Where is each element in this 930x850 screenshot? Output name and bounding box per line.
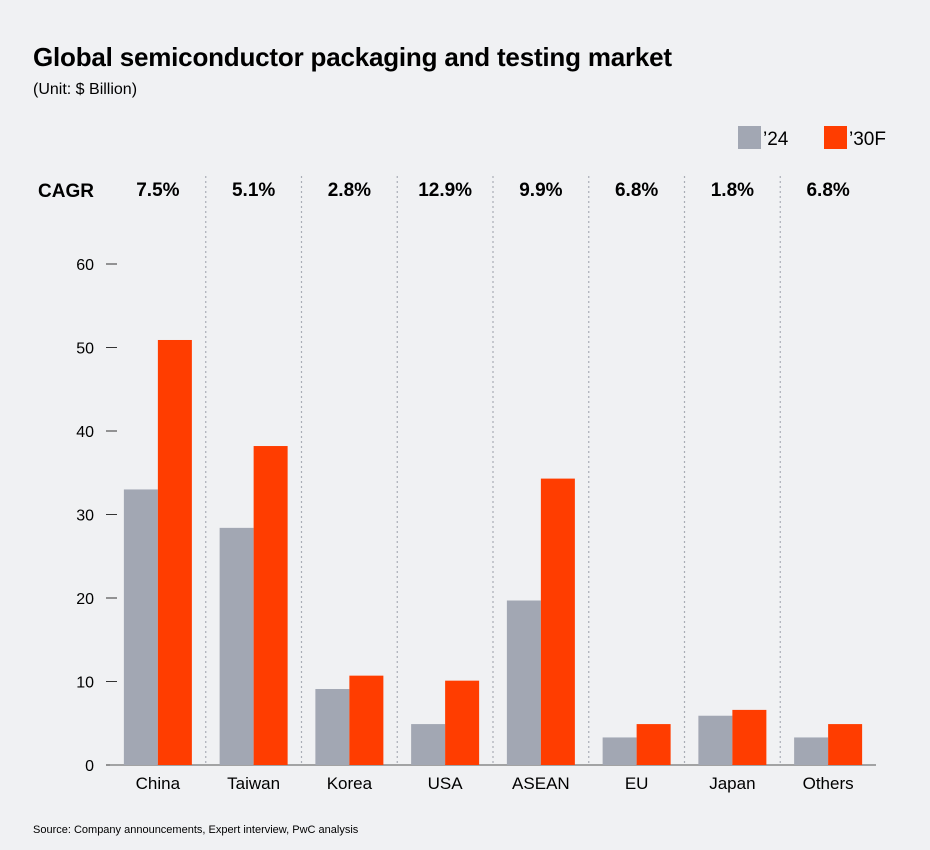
y-tick-label: 30: [76, 508, 94, 525]
y-tick-label: 0: [85, 758, 94, 775]
bar-2030f-asean: [540, 478, 575, 765]
bar-2030f-china: [157, 339, 192, 765]
bar-2030f-others: [828, 724, 863, 765]
chart-title: Global semiconductor packaging and testi…: [33, 42, 672, 72]
bar-2030f-taiwan: [253, 446, 288, 765]
cagr-value: 6.8%: [806, 180, 849, 201]
cagr-value: 5.1%: [232, 180, 275, 201]
x-category-label: EU: [625, 774, 649, 793]
bar-2030f-usa: [445, 680, 480, 765]
x-category-label: Taiwan: [227, 774, 280, 793]
cagr-value: 2.8%: [328, 180, 371, 201]
bar-2024-asean: [506, 600, 541, 765]
y-tick-label: 20: [76, 591, 94, 608]
x-category-label: Japan: [709, 774, 755, 793]
source-note: Source: Company announcements, Expert in…: [33, 824, 359, 836]
cagr-value: 6.8%: [615, 180, 658, 201]
x-category-label: China: [136, 774, 181, 793]
cagr-value: 1.8%: [711, 180, 754, 201]
legend-swatch: [738, 126, 761, 149]
y-tick-label: 40: [76, 424, 94, 441]
y-tick-label: 10: [76, 675, 94, 692]
bar-2024-eu: [602, 737, 637, 765]
cagr-row-label: CAGR: [38, 181, 94, 202]
legend-label: ’30F: [849, 129, 886, 150]
bar-2030f-eu: [636, 724, 671, 765]
legend-label: ’24: [763, 129, 789, 150]
y-tick-label: 60: [76, 257, 94, 274]
bar-2024-taiwan: [219, 527, 254, 765]
bar-2024-china: [123, 489, 158, 765]
legend-swatch: [824, 126, 847, 149]
y-tick-label: 50: [76, 341, 94, 358]
x-category-label: ASEAN: [512, 774, 570, 793]
chart-subtitle: (Unit: $ Billion): [33, 81, 138, 98]
bar-2030f-korea: [349, 675, 384, 765]
x-category-label: Korea: [327, 774, 373, 793]
bar-2024-korea: [315, 689, 350, 765]
x-category-label: USA: [428, 774, 464, 793]
bar-2030f-japan: [732, 709, 767, 765]
bar-2024-others: [794, 737, 829, 765]
cagr-value: 7.5%: [136, 180, 179, 201]
bar-2024-japan: [698, 715, 733, 765]
bar-2024-usa: [411, 724, 446, 765]
cagr-value: 9.9%: [519, 180, 562, 201]
cagr-value: 12.9%: [418, 180, 472, 201]
x-category-label: Others: [803, 774, 854, 793]
